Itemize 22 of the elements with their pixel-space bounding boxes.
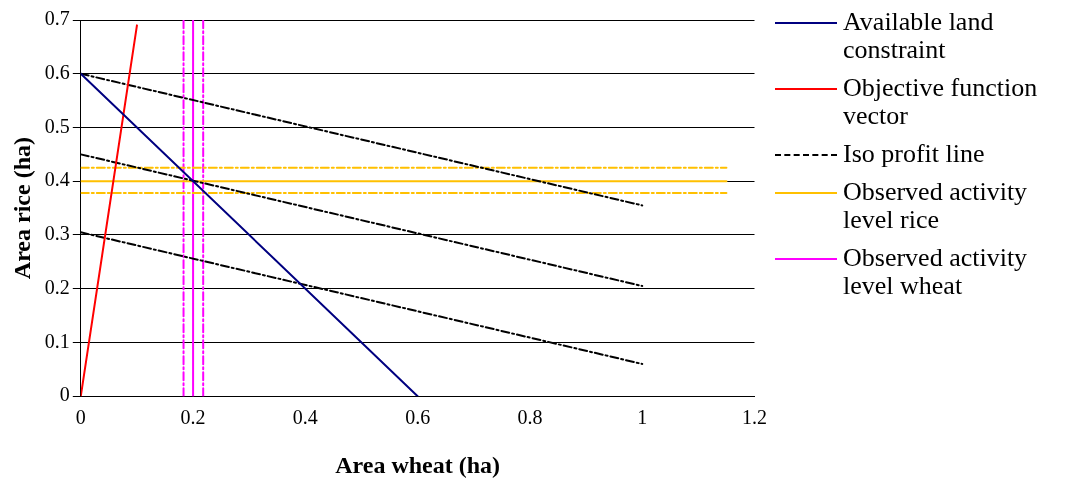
x-tick-label: 1.2 (742, 406, 767, 429)
legend-label: Iso profit line (843, 139, 985, 168)
y-tick-label: 0.4 (44, 168, 70, 191)
legend-label: Observed activity level wheat (843, 243, 1029, 300)
x-tick-label: 1 (637, 406, 648, 429)
y-tick-label: 0.1 (44, 329, 70, 352)
y-axis-title: Area rice (ha) (8, 137, 35, 280)
y-tick-label: 0.6 (44, 60, 70, 83)
x-tick-label: 0.2 (180, 406, 206, 429)
y-tick-label: 0.5 (44, 114, 70, 137)
x-tick-label: 0.6 (405, 406, 431, 429)
legend-label: Objective function vector (843, 73, 1039, 130)
legend-label: Available land constraint (843, 7, 995, 64)
y-tick-label: 0.2 (44, 275, 70, 298)
x-tick-label: 0.8 (517, 406, 543, 429)
legend-label: Observed activity level rice (843, 177, 1029, 234)
x-tick-label: 0.4 (292, 406, 318, 429)
y-tick-label: 0 (59, 383, 70, 406)
x-axis-title: Area wheat (ha) (335, 451, 501, 478)
y-tick-label: 0.7 (44, 7, 70, 30)
y-tick-label: 0.3 (44, 222, 70, 245)
x-tick-label: 0 (75, 406, 86, 429)
